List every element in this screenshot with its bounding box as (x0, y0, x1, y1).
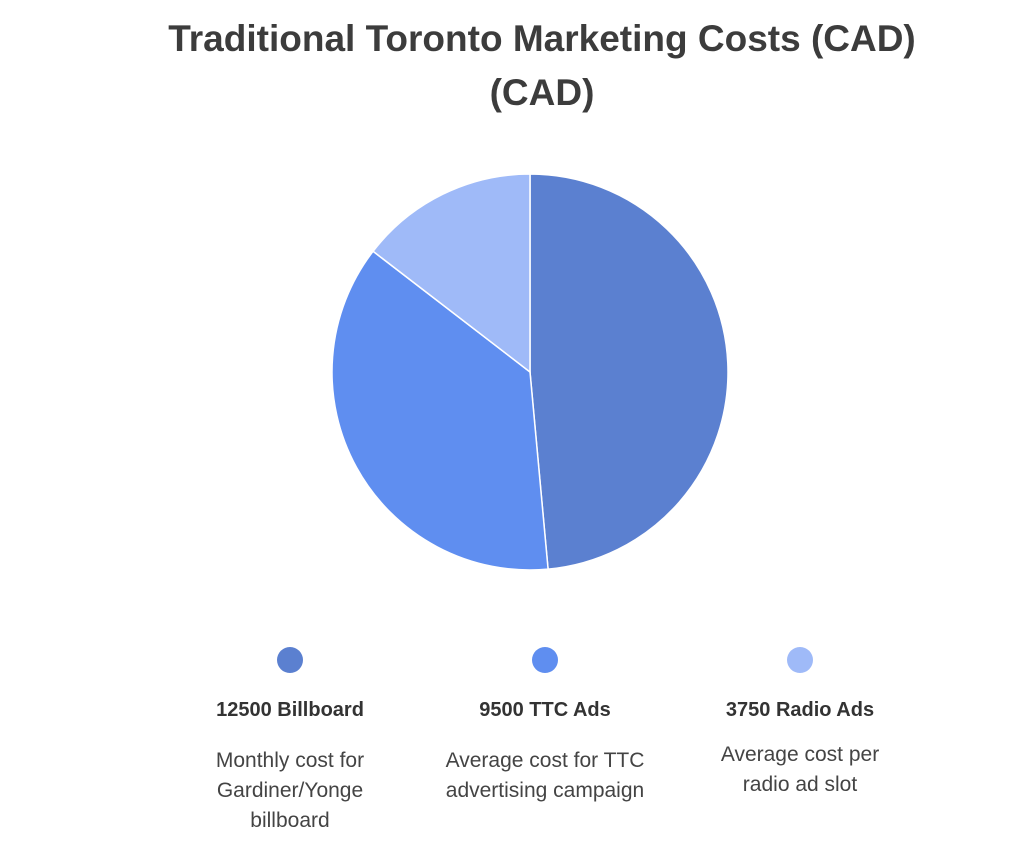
legend-description: Average cost per radio ad slot (720, 743, 880, 796)
pie-slice (331, 250, 549, 571)
legend-marker (787, 647, 813, 673)
legend-marker (277, 647, 303, 673)
legend-description: Monthly cost for Gardiner/Yonge billboar… (215, 749, 365, 832)
pie-slice (529, 173, 729, 570)
legend-label: 12500 Billboard (216, 699, 364, 721)
legend-marker (532, 647, 558, 673)
legend-description: Average cost for TTC advertising campaig… (445, 749, 645, 802)
pie-slice (372, 173, 531, 374)
chart-title: Traditional Toronto Marketing Costs (CAD… (168, 18, 916, 113)
legend-label: 3750 Radio Ads (725, 699, 875, 721)
legend-label: 9500 TTC Ads (479, 699, 611, 721)
